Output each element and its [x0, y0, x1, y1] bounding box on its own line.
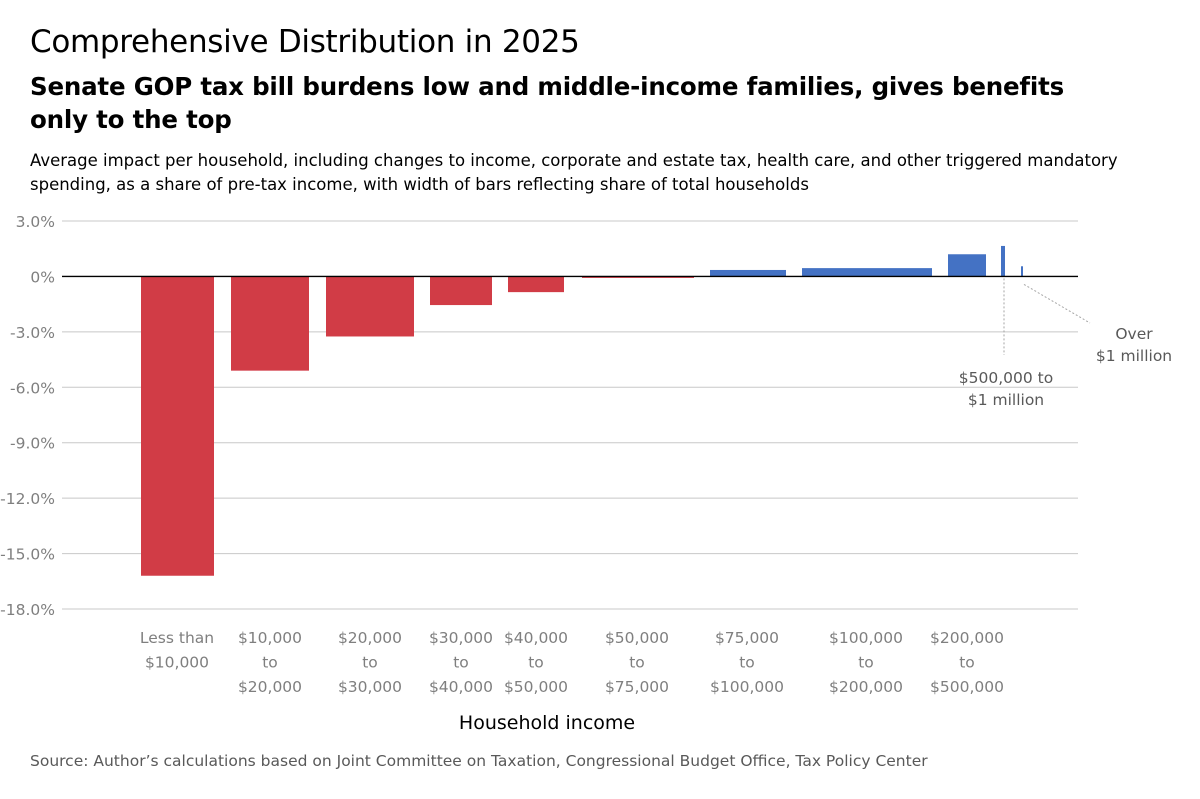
bar: [582, 276, 694, 278]
y-tick-label: -3.0%: [10, 324, 55, 342]
bar: [1001, 245, 1005, 277]
chart-subtitle: Senate GOP tax bill burdens low and midd…: [30, 72, 1064, 134]
y-axis-tick-labels: 3.0% 0% -3.0% -6.0% -9.0% -12.0% -15.0% -18.0%: [0, 213, 55, 619]
x-category-label: $75,000 to $100,000: [710, 629, 784, 696]
bar: [326, 276, 414, 337]
callout-leader: [1023, 283, 1091, 324]
bar: [508, 276, 564, 293]
bar: [802, 268, 932, 277]
source-note: Source: Author’s calculations based on J…: [30, 752, 928, 770]
callouts: $500,000 to $1 million Over $1 million: [959, 278, 1172, 409]
bar: [1021, 266, 1023, 277]
y-tick-label: 0%: [30, 268, 55, 286]
x-axis-title: Household income: [459, 712, 635, 734]
y-tick-label: -15.0%: [0, 546, 55, 564]
x-axis-category-labels: Less than $10,000 $10,000 to $20,000 $20,000 t…: [140, 629, 1004, 696]
x-category-label: Less than $10,000: [140, 629, 214, 672]
x-category-label: $200,000 to $500,000: [930, 629, 1004, 696]
bars: [141, 245, 1023, 576]
gridlines: [62, 220, 1078, 610]
bar: [141, 276, 214, 576]
x-category-label: $50,000 to $75,000: [605, 629, 669, 696]
bar: [231, 276, 309, 371]
chart-description: Average impact per household, including …: [30, 151, 1118, 194]
x-category-label: $20,000 to $30,000: [338, 629, 402, 696]
y-tick-label: -6.0%: [10, 379, 55, 397]
y-tick-label: -18.0%: [0, 601, 55, 619]
y-tick-label: -12.0%: [0, 490, 55, 508]
callout-label-over-1m: Over $1 million: [1096, 325, 1172, 365]
bar: [948, 254, 986, 277]
y-tick-label: 3.0%: [16, 213, 55, 231]
x-category-label: $10,000 to $20,000: [238, 629, 302, 696]
bar: [710, 269, 786, 277]
bar: [430, 276, 492, 306]
x-category-label: $100,000 to $200,000: [829, 629, 903, 696]
chart-title: Comprehensive Distribution in 2025: [30, 24, 580, 60]
callout-label-500k-1m: $500,000 to $1 million: [959, 369, 1053, 409]
y-tick-label: -9.0%: [10, 435, 55, 453]
x-category-label: $30,000 to $40,000: [429, 629, 493, 696]
x-category-label: $40,000 to $50,000: [504, 629, 568, 696]
